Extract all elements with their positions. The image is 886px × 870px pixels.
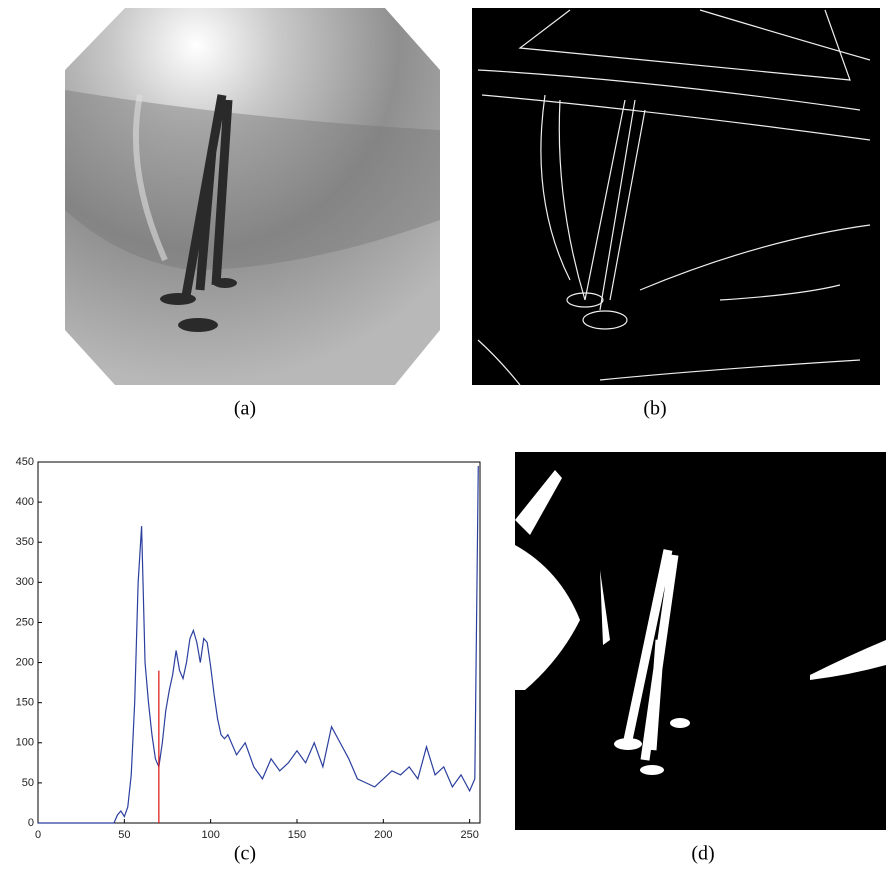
y-tick-label: 150 bbox=[16, 697, 34, 709]
binary-image bbox=[515, 452, 886, 830]
x-tick-label: 0 bbox=[35, 829, 41, 841]
xray-image bbox=[65, 8, 440, 385]
caption: (b) bbox=[643, 398, 666, 420]
plot-frame bbox=[38, 462, 480, 823]
x-tick-label: 100 bbox=[201, 829, 219, 841]
y-tick-label: 450 bbox=[16, 456, 34, 468]
caption: (d) bbox=[691, 843, 714, 865]
y-tick-label: 200 bbox=[16, 656, 34, 668]
x-tick-label: 50 bbox=[118, 829, 130, 841]
edge-image bbox=[472, 8, 880, 385]
y-tick-label: 350 bbox=[16, 536, 34, 548]
y-tick-label: 400 bbox=[16, 496, 34, 508]
figure: (a) (b) (c) (d) 0 50 100 150 200 250 300 350 400… bbox=[0, 0, 886, 870]
caption: (c) bbox=[234, 843, 256, 865]
x-tick-label: 200 bbox=[374, 829, 392, 841]
y-tick-label: 50 bbox=[22, 777, 34, 789]
y-tick-label: 300 bbox=[16, 576, 34, 588]
y-tick-label: 250 bbox=[16, 616, 34, 628]
y-tick-label: 100 bbox=[16, 737, 34, 749]
caption: (a) bbox=[234, 398, 256, 420]
x-tick-label: 150 bbox=[288, 829, 306, 841]
x-tick-label: 250 bbox=[460, 829, 478, 841]
y-tick-label: 0 bbox=[28, 817, 34, 829]
